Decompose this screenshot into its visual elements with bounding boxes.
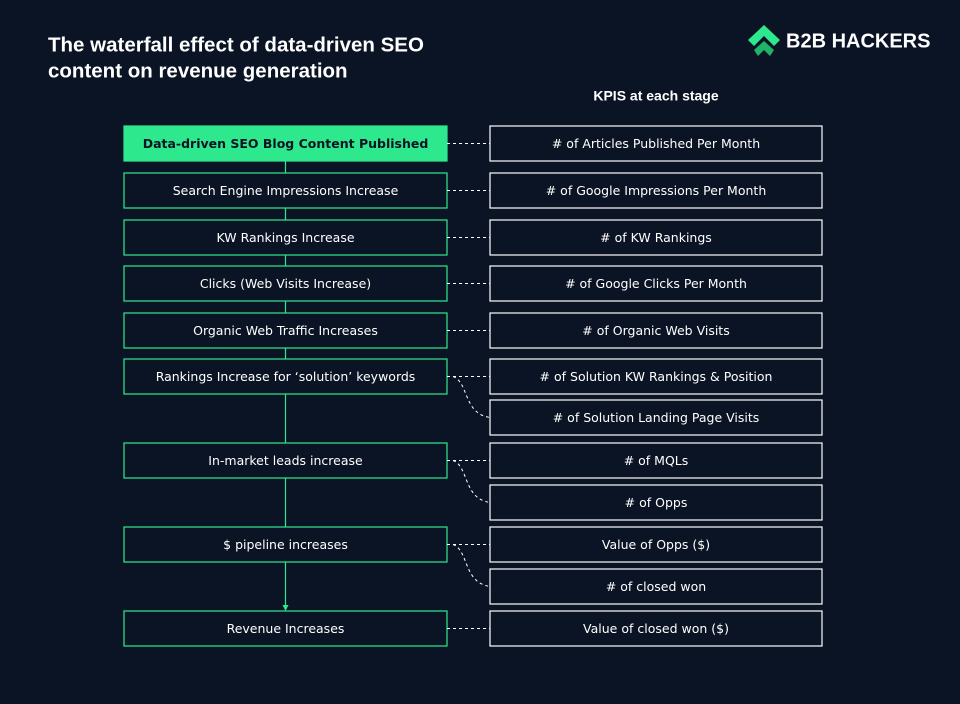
kpi-box [489, 312, 823, 349]
kpi-label: # of Google Impressions Per Month [546, 183, 767, 198]
kpi-label: # of Solution Landing Page Visits [553, 410, 760, 425]
kpi-label: # of closed won [606, 579, 706, 594]
kpi-box [489, 568, 823, 605]
stage-label: Rankings Increase for ‘solution’ keyword… [156, 369, 416, 384]
kpi-connector [452, 460, 491, 503]
kpi-label: Value of closed won ($) [583, 621, 729, 636]
kpi-connector [452, 544, 491, 587]
stage-label: Organic Web Traffic Increases [193, 323, 378, 338]
kpi-box [489, 484, 823, 521]
stage-box [123, 610, 448, 647]
kpi-label: # of MQLs [624, 453, 689, 468]
stage-label: KW Rankings Increase [216, 230, 354, 245]
kpi-box [489, 125, 823, 162]
kpi-box [489, 526, 823, 563]
kpi-box [489, 358, 823, 395]
kpi-label: # of KW Rankings [600, 230, 712, 245]
kpi-label: # of Organic Web Visits [582, 323, 729, 338]
title-line: content on revenue generation [48, 59, 348, 82]
kpi-connector [452, 376, 491, 418]
kpi-box [489, 265, 823, 302]
stage-box [123, 442, 448, 479]
brand-logo [748, 25, 780, 56]
stage-label: $ pipeline increases [223, 537, 348, 552]
kpi-label: # of Opps [625, 495, 688, 510]
stage-label: Search Engine Impressions Increase [173, 183, 399, 198]
kpi-label: # of Google Clicks Per Month [565, 276, 747, 291]
stage-label: Clicks (Web Visits Increase) [200, 276, 371, 291]
stage-box [123, 219, 448, 256]
title-line: The waterfall effect of data-driven SEO [48, 33, 424, 56]
stage-label: Revenue Increases [227, 621, 345, 636]
kpi-box [489, 442, 823, 479]
brand-name: B2B HACKERS [786, 30, 930, 52]
stage-label: Data-driven SEO Blog Content Published [143, 136, 429, 151]
kpi-label: # of Solution KW Rankings & Position [540, 369, 773, 384]
kpi-heading: KPIS at each stage [593, 88, 718, 104]
kpi-box [489, 399, 823, 436]
stage-label: In-market leads increase [208, 453, 363, 468]
stage-box [123, 312, 448, 349]
kpi-label: # of Articles Published Per Month [552, 136, 760, 151]
stage-box [123, 265, 448, 302]
stage-box [123, 526, 448, 563]
flow-arrow [282, 605, 289, 611]
kpi-box [489, 219, 823, 256]
kpi-label: Value of Opps ($) [602, 537, 710, 552]
